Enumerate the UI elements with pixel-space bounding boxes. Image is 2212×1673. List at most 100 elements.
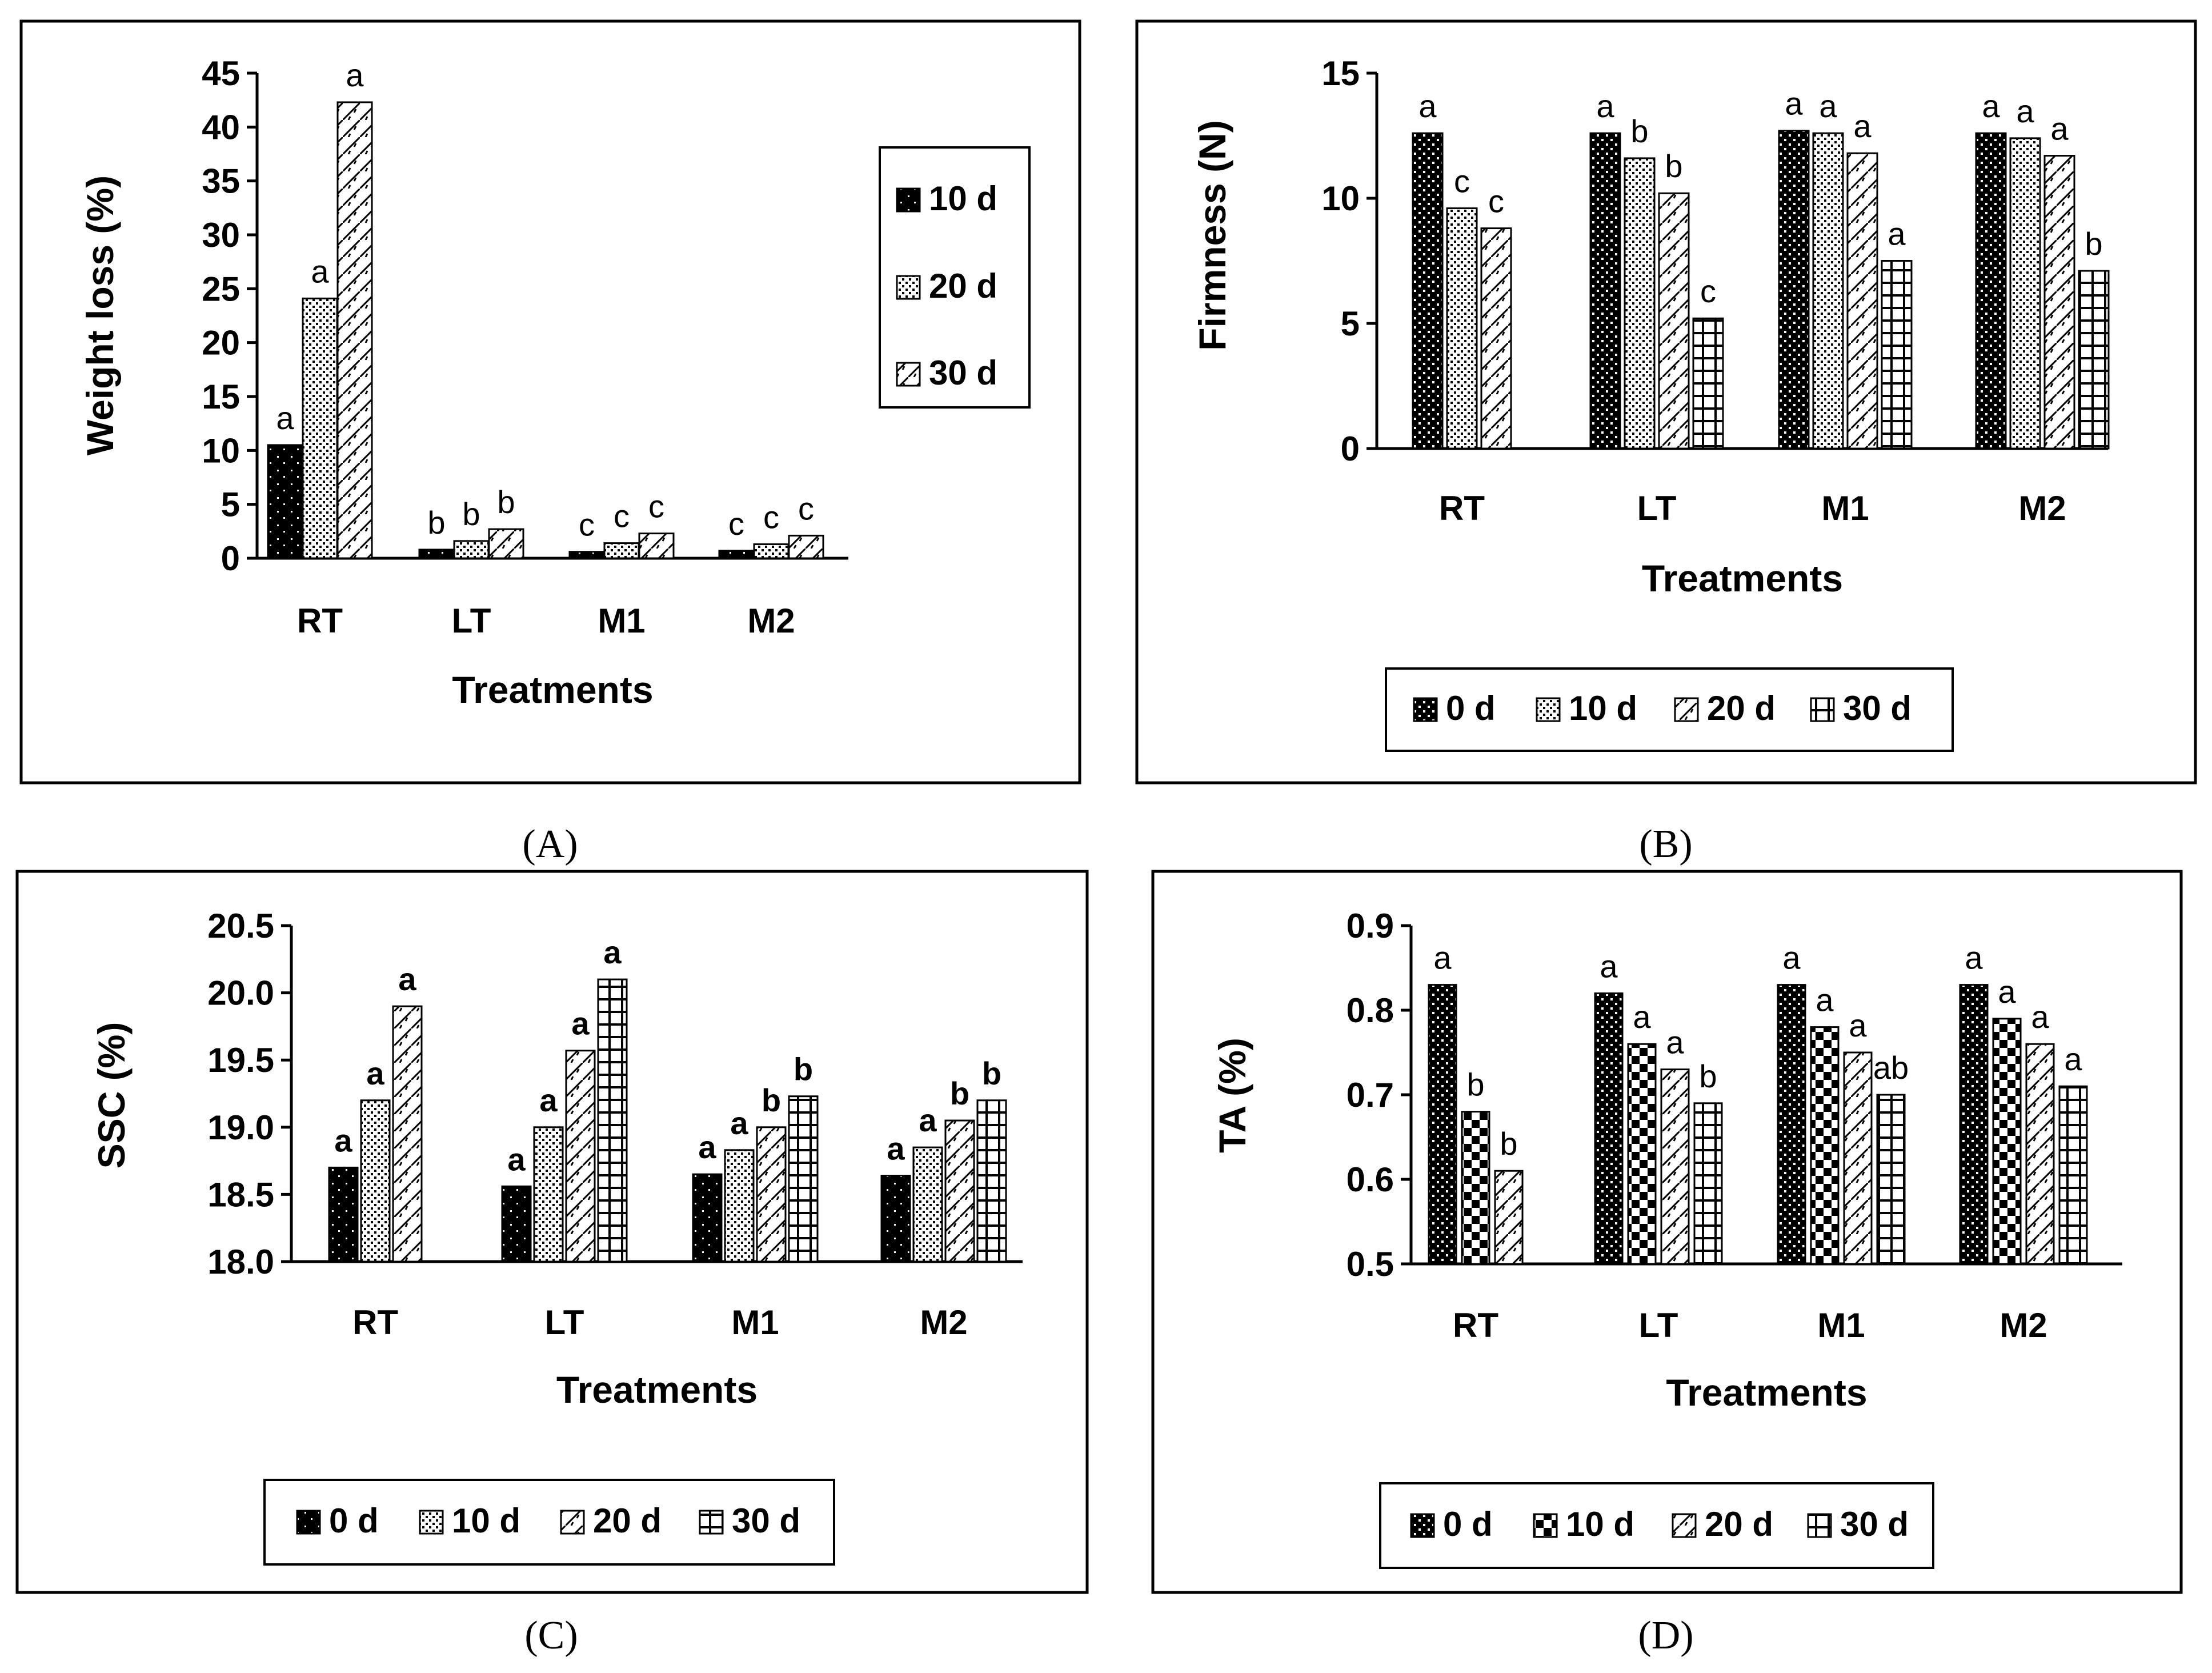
category-label-m2: M2 xyxy=(920,1303,967,1342)
bar-a-lt-30d xyxy=(488,528,524,559)
legend-swatch xyxy=(896,187,921,213)
legend-label: 30 d xyxy=(1840,1505,1909,1543)
category-label-m1: M1 xyxy=(1817,1306,1865,1344)
significance-letter: b xyxy=(1665,148,1682,184)
legend-swatch xyxy=(896,362,921,387)
significance-letter: a xyxy=(1888,216,1906,252)
chart-a: 0 5 10 15 20 25 30 35 40 45 Weight loss (%) Treatme… xyxy=(79,54,1031,711)
bar-c-m2-10d xyxy=(912,1146,943,1263)
y-tick-label: 25 xyxy=(202,270,240,308)
legend-label: 10 d xyxy=(1569,689,1637,727)
significance-letter: a xyxy=(2031,999,2049,1035)
bar-b-m1-10d xyxy=(1812,132,1844,450)
bar-a-m1-20d xyxy=(603,542,640,559)
significance-letter: a xyxy=(603,934,622,970)
y-tick-label: 20 xyxy=(202,324,240,362)
bar-d-m1-30d xyxy=(1876,1094,1906,1265)
bar-b-m2-10d xyxy=(2009,137,2041,450)
y-tick-label: 0 xyxy=(221,539,240,578)
legend-box xyxy=(263,1479,835,1566)
chart-c: 18.0 18.5 19.0 19.5 20.0 20.5 SSC (%) Treatment… xyxy=(90,907,1023,1566)
caption-c: (C) xyxy=(524,1614,578,1658)
chart-d: 0.5 0.6 0.7 0.8 0.9 TA (%) Treatments RT LT M1 M2 a… xyxy=(1211,907,2122,1569)
category-label-rt: RT xyxy=(352,1303,398,1342)
y-tick-label: 19.0 xyxy=(207,1108,274,1147)
significance-letter: a xyxy=(919,1102,937,1138)
bar-d-rt-10d xyxy=(1461,1111,1490,1265)
legend-label: 0 d xyxy=(1446,689,1496,727)
bar-c-lt-0d xyxy=(501,1185,532,1263)
significance-letter: a xyxy=(1596,88,1614,124)
x-axis-title: Treatments xyxy=(452,669,653,711)
y-tick-label: 15 xyxy=(202,378,240,416)
significance-letter: c xyxy=(1700,273,1716,309)
y-tick-label: 40 xyxy=(202,108,240,146)
bar-b-rt-0d xyxy=(1412,132,1444,450)
category-label-m1: M1 xyxy=(731,1303,779,1342)
significance-letter: b xyxy=(462,496,480,532)
significance-letter: b xyxy=(1630,113,1648,149)
y-tick-label: 20.0 xyxy=(207,974,274,1012)
caption-d: (D) xyxy=(1638,1614,1693,1658)
significance-letter: a xyxy=(1982,88,2000,124)
legend-label: 30 d xyxy=(732,1502,800,1540)
significance-letter: b xyxy=(427,505,445,541)
significance-letter: a xyxy=(276,400,294,436)
bar-d-lt-30d xyxy=(1693,1102,1723,1265)
category-label-m2: M2 xyxy=(2018,489,2066,527)
bar-a-m2-30d xyxy=(788,534,824,559)
legend-swatch xyxy=(419,1510,444,1535)
y-axis-title: SSC (%) xyxy=(90,1022,133,1169)
significance-letter: a xyxy=(507,1141,526,1177)
y-axis-title: Weight loss (%) xyxy=(79,175,121,455)
significance-letter: b xyxy=(1699,1058,1717,1094)
x-axis-title: Treatments xyxy=(1642,557,1843,599)
legend-label: 10 d xyxy=(1566,1505,1634,1543)
bar-d-m2-20d xyxy=(2025,1043,2055,1265)
y-tick-label: 0 xyxy=(1341,430,1360,468)
bar-c-m1-20d xyxy=(756,1126,787,1263)
bar-d-lt-10d xyxy=(1627,1043,1657,1265)
bar-b-m2-20d xyxy=(2043,155,2075,450)
significance-letter: a xyxy=(311,253,329,289)
y-tick-label: 45 xyxy=(202,54,240,93)
bar-c-lt-30d xyxy=(597,978,628,1263)
caption-a: (A) xyxy=(522,822,578,866)
y-axis-title: TA (%) xyxy=(1211,1038,1253,1153)
legend-label: 30 d xyxy=(929,354,997,392)
bar-c-m2-0d xyxy=(880,1174,911,1263)
bar-a-m2-20d xyxy=(753,543,790,559)
significance-letter: b xyxy=(2085,226,2102,262)
legend-swatch xyxy=(1533,1513,1558,1538)
y-tick-label: 15 xyxy=(1321,54,1360,93)
y-tick-label: 20.5 xyxy=(207,907,274,945)
significance-letter: a xyxy=(887,1130,905,1166)
bar-b-m2-30d xyxy=(2078,270,2110,450)
bar-a-m2-10d xyxy=(718,550,755,559)
category-label-rt: RT xyxy=(297,602,343,640)
legend-label: 20 d xyxy=(1707,689,1776,727)
y-tick-label: 0.6 xyxy=(1347,1160,1394,1199)
y-tick-label: 5 xyxy=(1341,305,1360,343)
bar-c-rt-20d xyxy=(392,1005,423,1263)
category-label-rt: RT xyxy=(1453,1306,1498,1344)
category-label-rt: RT xyxy=(1439,489,1485,527)
bar-b-m1-0d xyxy=(1778,130,1810,450)
legend-swatch xyxy=(1410,1513,1435,1538)
bar-a-lt-20d xyxy=(453,540,490,559)
significance-letter: b xyxy=(1500,1126,1517,1162)
bar-a-rt-30d xyxy=(336,101,373,559)
significance-letter: a xyxy=(1816,982,1834,1018)
significance-letter: c xyxy=(614,498,630,534)
significance-letter: a xyxy=(1600,948,1618,984)
significance-letter: c xyxy=(798,490,814,526)
bar-c-m2-30d xyxy=(976,1099,1007,1263)
legend-label: 10 d xyxy=(452,1502,520,1540)
y-tick-label: 0.7 xyxy=(1347,1076,1394,1114)
bar-c-m1-0d xyxy=(692,1173,723,1263)
bar-b-m2-0d xyxy=(1975,132,2007,450)
bar-b-lt-0d xyxy=(1589,132,1621,450)
y-tick-label: 35 xyxy=(202,162,240,201)
category-label-m2: M2 xyxy=(1999,1306,2047,1344)
